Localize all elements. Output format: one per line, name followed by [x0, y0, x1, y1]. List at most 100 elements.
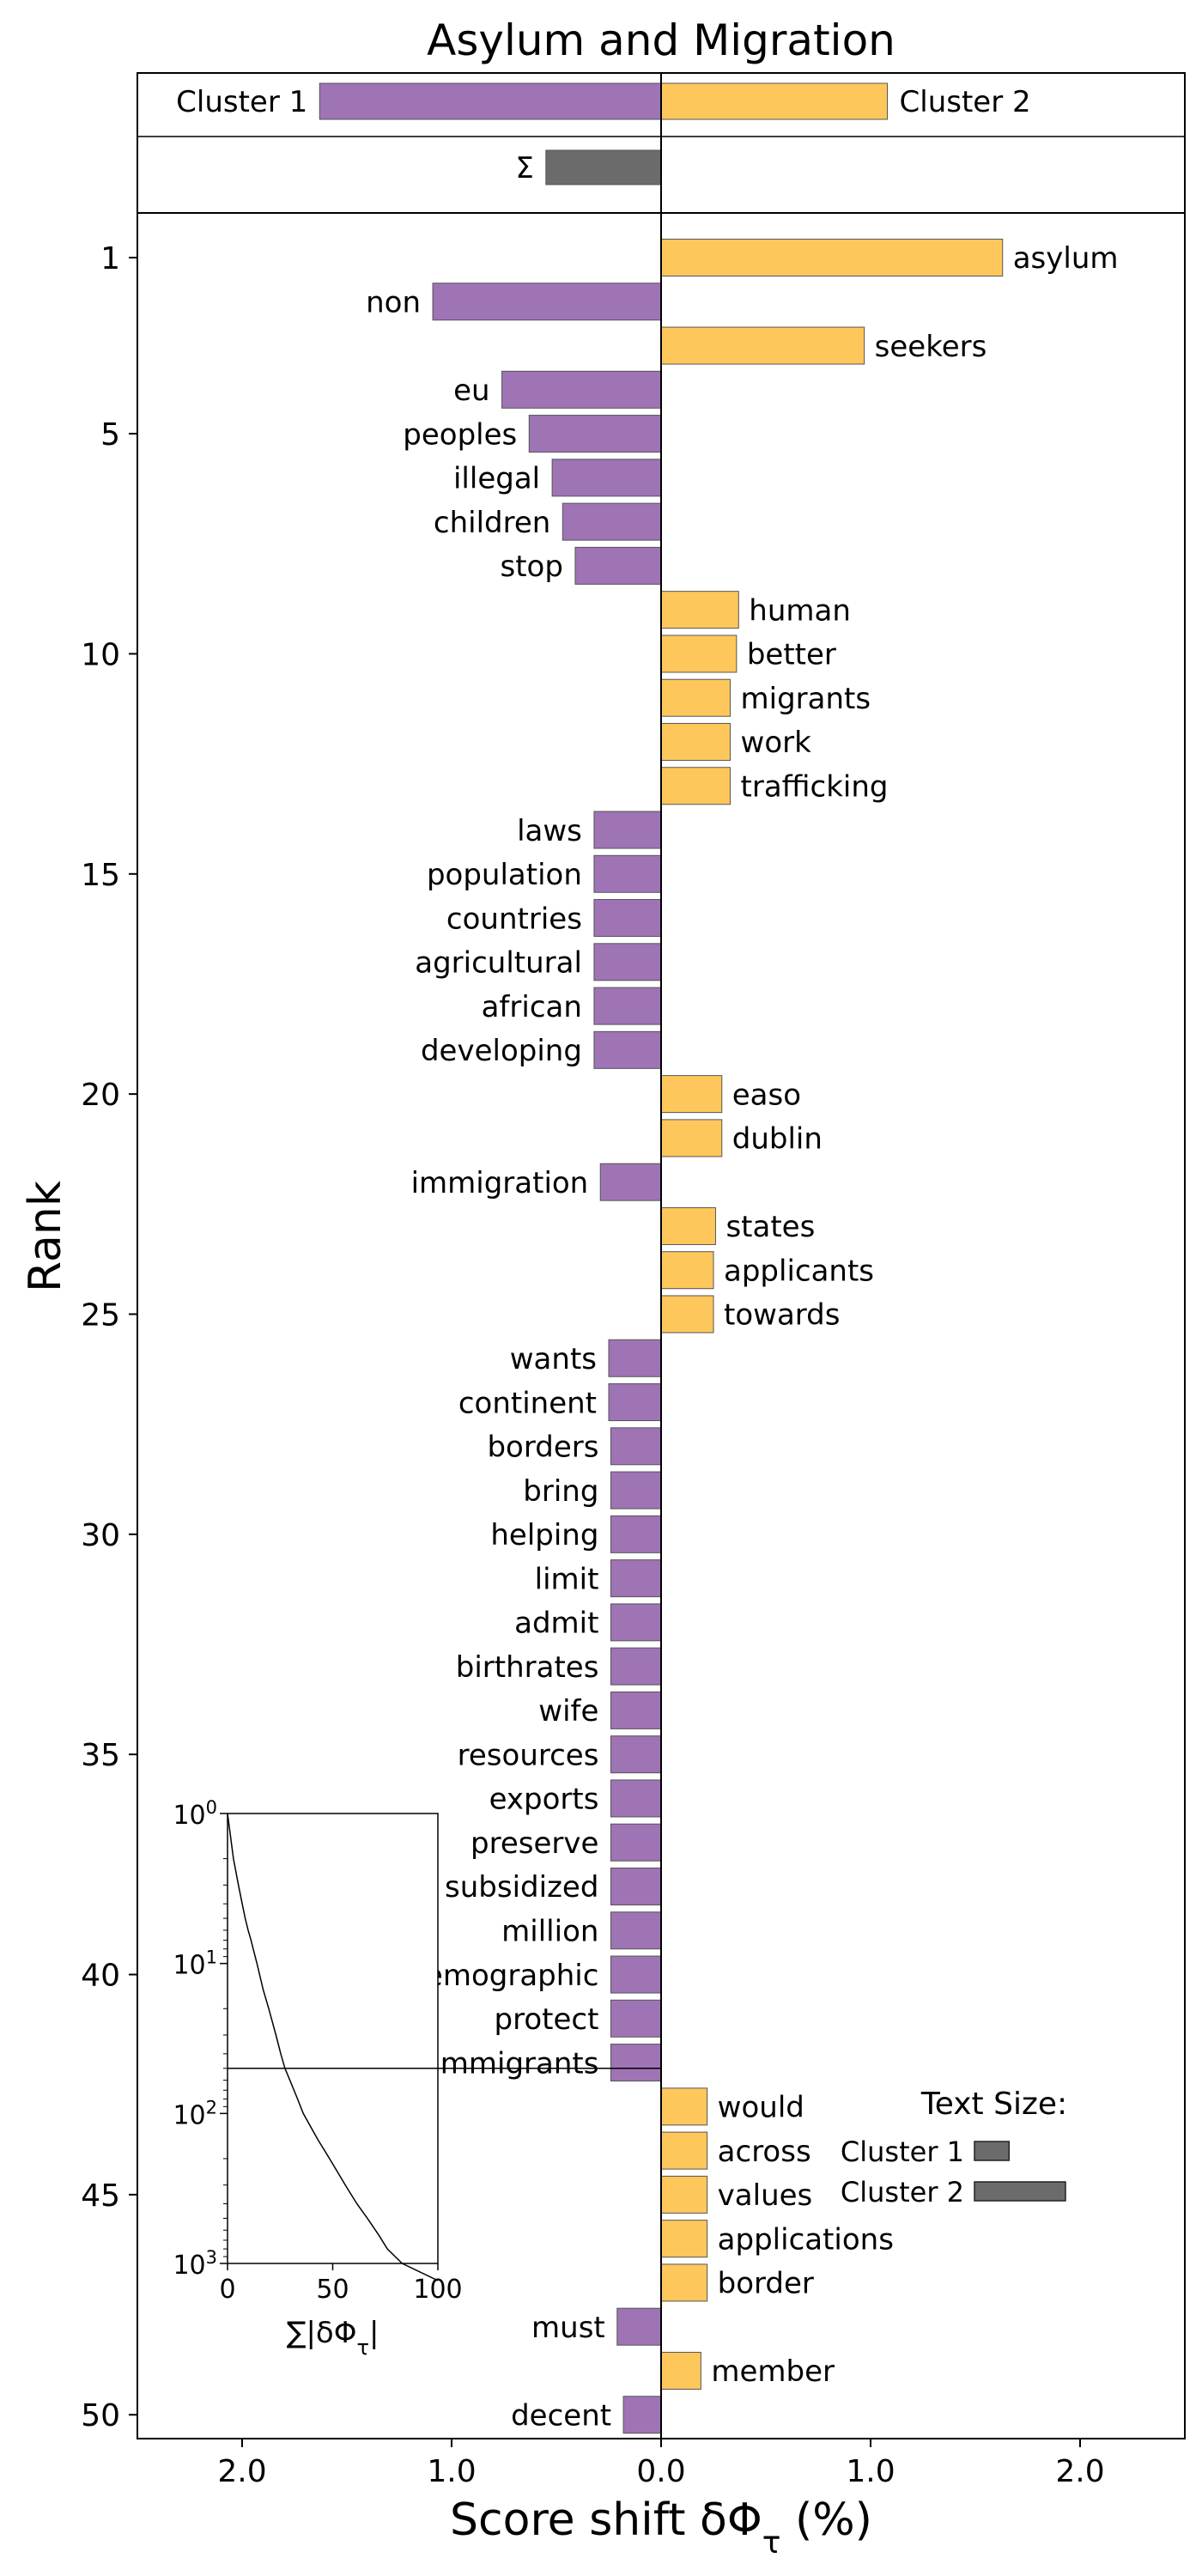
word-bar — [593, 987, 662, 1025]
word-bar — [501, 370, 662, 409]
word-label: applications — [718, 2222, 894, 2257]
word-label: continent — [458, 1386, 597, 1420]
word-label: would — [718, 2091, 804, 2125]
inset-frame — [227, 1813, 439, 2264]
word-bar — [610, 2044, 662, 2082]
word-bar — [608, 1339, 662, 1377]
word-bar — [660, 2131, 708, 2170]
word-label: developing — [421, 1034, 582, 1068]
word-bars: asylum non seekers eu peoples illegal children… — [366, 239, 1119, 2434]
word-label: wife — [538, 1694, 598, 1728]
y-tick-label: 15 — [81, 858, 120, 893]
inset-x-tick-label: 100 — [413, 2275, 462, 2305]
inset-x-axis-title-end: | — [369, 2316, 379, 2350]
inset-y-tick-exponent: 0 — [206, 1797, 217, 1818]
word-label: protect — [495, 2002, 599, 2037]
y-tick-label: 45 — [81, 2178, 120, 2214]
word-label: border — [718, 2267, 814, 2301]
word-label: helping — [490, 1518, 598, 1552]
x-tick-label: 0.0 — [636, 2454, 685, 2489]
word-label: asylum — [1013, 241, 1119, 276]
inset-y-tick-base: 10 — [173, 2251, 205, 2281]
word-label: african — [482, 990, 582, 1024]
word-bar — [593, 811, 662, 849]
word-label: member — [711, 2354, 835, 2389]
word-label: dublin — [732, 1122, 823, 1157]
word-bar — [610, 1867, 662, 1905]
legend-label: Cluster 2 — [841, 2176, 964, 2208]
word-label: immigration — [411, 1166, 589, 1200]
word-label: eu — [453, 374, 489, 408]
summary-label: Cluster 1 — [176, 85, 307, 119]
word-bar — [551, 459, 662, 497]
x-axis-title-subscript: τ — [762, 2525, 781, 2561]
summary-label: Cluster 2 — [900, 85, 1031, 119]
word-label: applicants — [724, 1254, 874, 1288]
word-label: must — [531, 2311, 605, 2345]
word-bar — [610, 1603, 662, 1642]
summary-bar — [545, 149, 662, 185]
word-label: birthrates — [456, 1650, 599, 1685]
word-bar — [660, 2087, 708, 2126]
inset-y-tick-base: 10 — [173, 1801, 205, 1831]
inset-y-tick-label: 100 — [173, 1797, 217, 1831]
inset-x-tick-label: 0 — [219, 2275, 235, 2305]
y-tick-label: 30 — [81, 1518, 120, 1553]
word-bar — [660, 1206, 716, 1245]
word-label: preserve — [470, 1826, 598, 1861]
y-tick-label: 40 — [81, 1959, 120, 1994]
word-bar — [593, 899, 662, 938]
summary-bar — [319, 82, 662, 120]
word-bar — [432, 283, 662, 321]
inset-y-tick-label: 103 — [173, 2247, 217, 2281]
word-bar — [660, 2220, 708, 2258]
word-bar — [660, 635, 738, 673]
word-label: exports — [489, 1783, 599, 1817]
word-bar — [660, 678, 732, 717]
summary-bar — [660, 82, 889, 120]
word-bar — [660, 2351, 701, 2390]
inset-x-axis-title-main: ∑|δΦ — [287, 2316, 357, 2350]
y-tick-label: 25 — [81, 1297, 120, 1333]
word-label: countries — [446, 902, 582, 936]
y-tick-label: 5 — [100, 417, 120, 453]
legend-size-bar — [974, 2181, 1066, 2202]
inset-y-tick-base: 10 — [173, 1951, 205, 1981]
word-label: stop — [501, 550, 563, 584]
word-bar — [599, 1163, 662, 1201]
word-bar — [610, 1955, 662, 1994]
word-bar — [610, 1691, 662, 1729]
word-label: states — [725, 1210, 815, 1244]
word-label: limit — [535, 1562, 599, 1596]
word-label: laws — [517, 814, 582, 848]
y-tick-label: 50 — [81, 2398, 120, 2433]
word-label: agricultural — [415, 946, 582, 981]
legend-size-bar — [974, 2141, 1011, 2161]
word-bar — [610, 1559, 662, 1598]
word-bar — [660, 722, 732, 761]
word-bar — [593, 1030, 662, 1069]
y-tick-label: 10 — [81, 637, 120, 672]
word-label: children — [434, 506, 550, 540]
inset-y-tick-exponent: 1 — [206, 1947, 217, 1968]
text-size-legend: Text Size: Cluster 1 Cluster 2 — [841, 2087, 1067, 2208]
word-bar — [660, 1075, 723, 1114]
word-bar — [660, 239, 1004, 276]
y-tick-label: 20 — [81, 1078, 120, 1113]
word-bar — [528, 415, 662, 453]
word-bar — [660, 1119, 723, 1157]
legend-label: Cluster 1 — [841, 2136, 964, 2168]
inset-y-tick-exponent: 3 — [206, 2247, 217, 2268]
word-label: migrants — [741, 682, 871, 716]
word-label: trafficking — [741, 769, 889, 804]
word-bar — [608, 1383, 662, 1422]
word-bar — [610, 1515, 662, 1553]
summary-panels: Cluster 1 Cluster 2 Σ — [176, 82, 1031, 185]
x-axis-title: Score shift δΦτ (%) — [450, 2494, 872, 2561]
word-bar — [610, 1823, 662, 1862]
x-axis-title-main: Score shift δΦ — [450, 2494, 762, 2546]
y-tick-label: 1 — [100, 241, 120, 276]
